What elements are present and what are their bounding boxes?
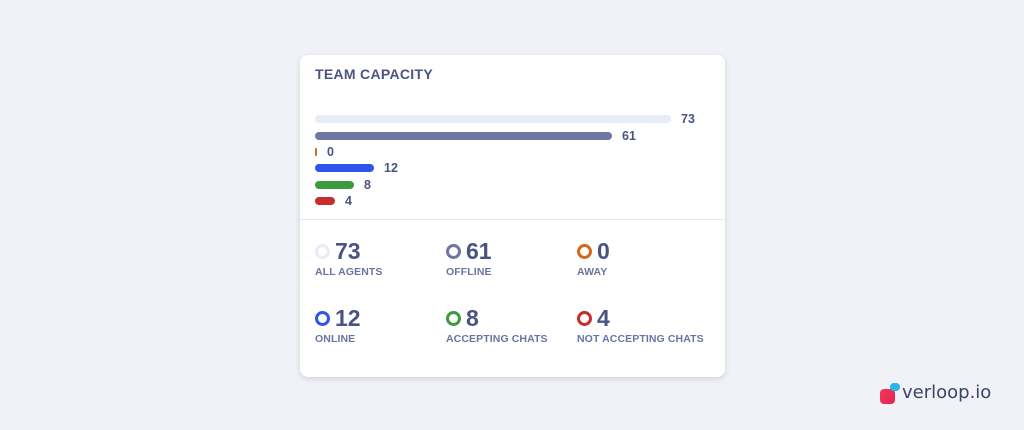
stat-all-agents: 73 ALL AGENTS (315, 239, 455, 278)
bar-row-all-agents: 73 (315, 111, 715, 127)
stat-label: OFFLINE (446, 266, 492, 278)
stat-value: 8 (466, 305, 479, 331)
stat-label: ACCEPTING CHATS (446, 333, 548, 345)
stat-value: 0 (597, 238, 610, 264)
status-ring-icon (315, 243, 330, 259)
stat-accepting-chats: 8 ACCEPTING CHATS (446, 306, 586, 345)
capacity-bars: 73 61 0 12 8 4 (315, 111, 715, 209)
stat-offline: 61 OFFLINE (446, 239, 586, 278)
divider (300, 219, 725, 220)
bar-label-all-agents: 73 (681, 112, 695, 127)
bar-online (315, 164, 374, 173)
stat-online: 12 ONLINE (315, 306, 455, 345)
stat-value: 12 (335, 305, 361, 331)
bar-all-agents (315, 115, 671, 124)
stat-label: NOT ACCEPTING CHATS (577, 333, 704, 345)
stat-label: ONLINE (315, 333, 356, 345)
stat-value: 61 (466, 238, 492, 264)
bar-offline (315, 131, 612, 140)
bar-label-offline: 61 (622, 128, 636, 143)
bar-label-away: 0 (327, 144, 334, 159)
status-ring-icon (446, 243, 461, 259)
team-capacity-card: TEAM CAPACITY 73 61 0 12 8 4 (300, 55, 725, 377)
stat-not-accepting-chats: 4 NOT ACCEPTING CHATS (577, 306, 717, 345)
stat-value: 4 (597, 305, 610, 331)
bar-accepting-chats (315, 180, 354, 189)
status-ring-icon (577, 243, 592, 259)
stat-label: ALL AGENTS (315, 266, 383, 278)
bar-row-accepting-chats: 8 (315, 177, 715, 193)
bar-row-not-accepting-chats: 4 (315, 193, 715, 209)
brand-name: verloop.io (902, 382, 992, 403)
bar-label-online: 12 (384, 161, 398, 176)
bar-label-not-accepting-chats: 4 (345, 194, 352, 209)
verloop-logo-icon (880, 382, 900, 404)
status-ring-icon (446, 310, 461, 326)
status-ring-icon (315, 310, 330, 326)
bar-label-accepting-chats: 8 (364, 177, 371, 192)
brand-logo: verloop.io (880, 382, 992, 404)
stat-label: AWAY (577, 266, 608, 278)
bar-row-online: 12 (315, 160, 715, 176)
stat-value: 73 (335, 238, 361, 264)
bar-row-away: 0 (315, 144, 715, 160)
status-ring-icon (577, 310, 592, 326)
bar-not-accepting-chats (315, 197, 335, 206)
capacity-stats: 73 ALL AGENTS 61 OFFLINE 0 AWAY 12 ONLIN… (315, 239, 715, 359)
bar-away (315, 147, 317, 156)
bar-row-offline: 61 (315, 127, 715, 143)
stat-away: 0 AWAY (577, 239, 717, 278)
card-title: TEAM CAPACITY (315, 66, 433, 82)
